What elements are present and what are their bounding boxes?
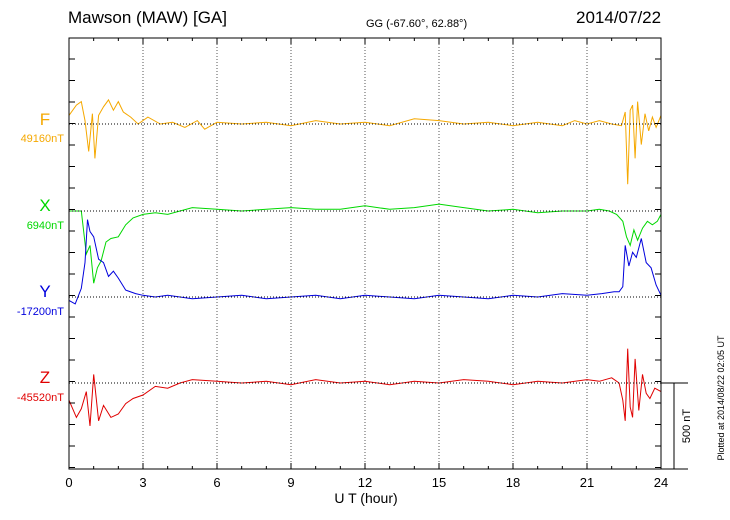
x-tick-label: 12 bbox=[358, 475, 372, 490]
trace-y bbox=[68, 219, 662, 305]
x-tick-label: 6 bbox=[213, 475, 220, 490]
x-tick-label: 18 bbox=[506, 475, 520, 490]
series-baseline-x: 6940nT bbox=[27, 220, 65, 232]
trace-f bbox=[68, 98, 662, 185]
series-name-f: F bbox=[40, 110, 50, 129]
x-tick-label: 15 bbox=[432, 475, 446, 490]
series-baseline-y: -17200nT bbox=[17, 306, 64, 318]
series-baseline-z: -45520nT bbox=[17, 392, 64, 404]
x-tick-label: 24 bbox=[654, 475, 668, 490]
scale-bar-label: 500 nT bbox=[681, 409, 693, 444]
series-name-z: Z bbox=[40, 368, 50, 387]
station-title: Mawson (MAW) [GA] bbox=[68, 8, 227, 27]
series-name-x: X bbox=[39, 196, 50, 215]
x-axis-label: U T (hour) bbox=[334, 490, 397, 506]
x-tick-label: 3 bbox=[139, 475, 146, 490]
x-tick-label: 21 bbox=[580, 475, 594, 490]
series-baseline-f: 49160nT bbox=[21, 133, 65, 145]
date-label: 2014/07/22 bbox=[576, 8, 662, 27]
series-labels: F 49160nT X 6940nT Y -17200nT Z -45520nT bbox=[17, 110, 64, 404]
data-traces bbox=[68, 98, 662, 427]
axis-ticks: 0 3 6 9 12 15 18 21 24 bbox=[65, 38, 668, 490]
scale-bar: 500 nT bbox=[661, 382, 693, 470]
trace-z bbox=[68, 348, 662, 427]
trace-x bbox=[69, 203, 662, 284]
coordinates-label: GG (-67.60°, 62.88°) bbox=[366, 18, 468, 30]
x-tick-label: 9 bbox=[287, 475, 294, 490]
grid-lines bbox=[142, 38, 588, 469]
series-name-y: Y bbox=[39, 282, 50, 301]
plotted-timestamp: Plotted at 2014/08/22 02:05 UT bbox=[716, 335, 726, 461]
x-tick-label: 0 bbox=[65, 475, 72, 490]
